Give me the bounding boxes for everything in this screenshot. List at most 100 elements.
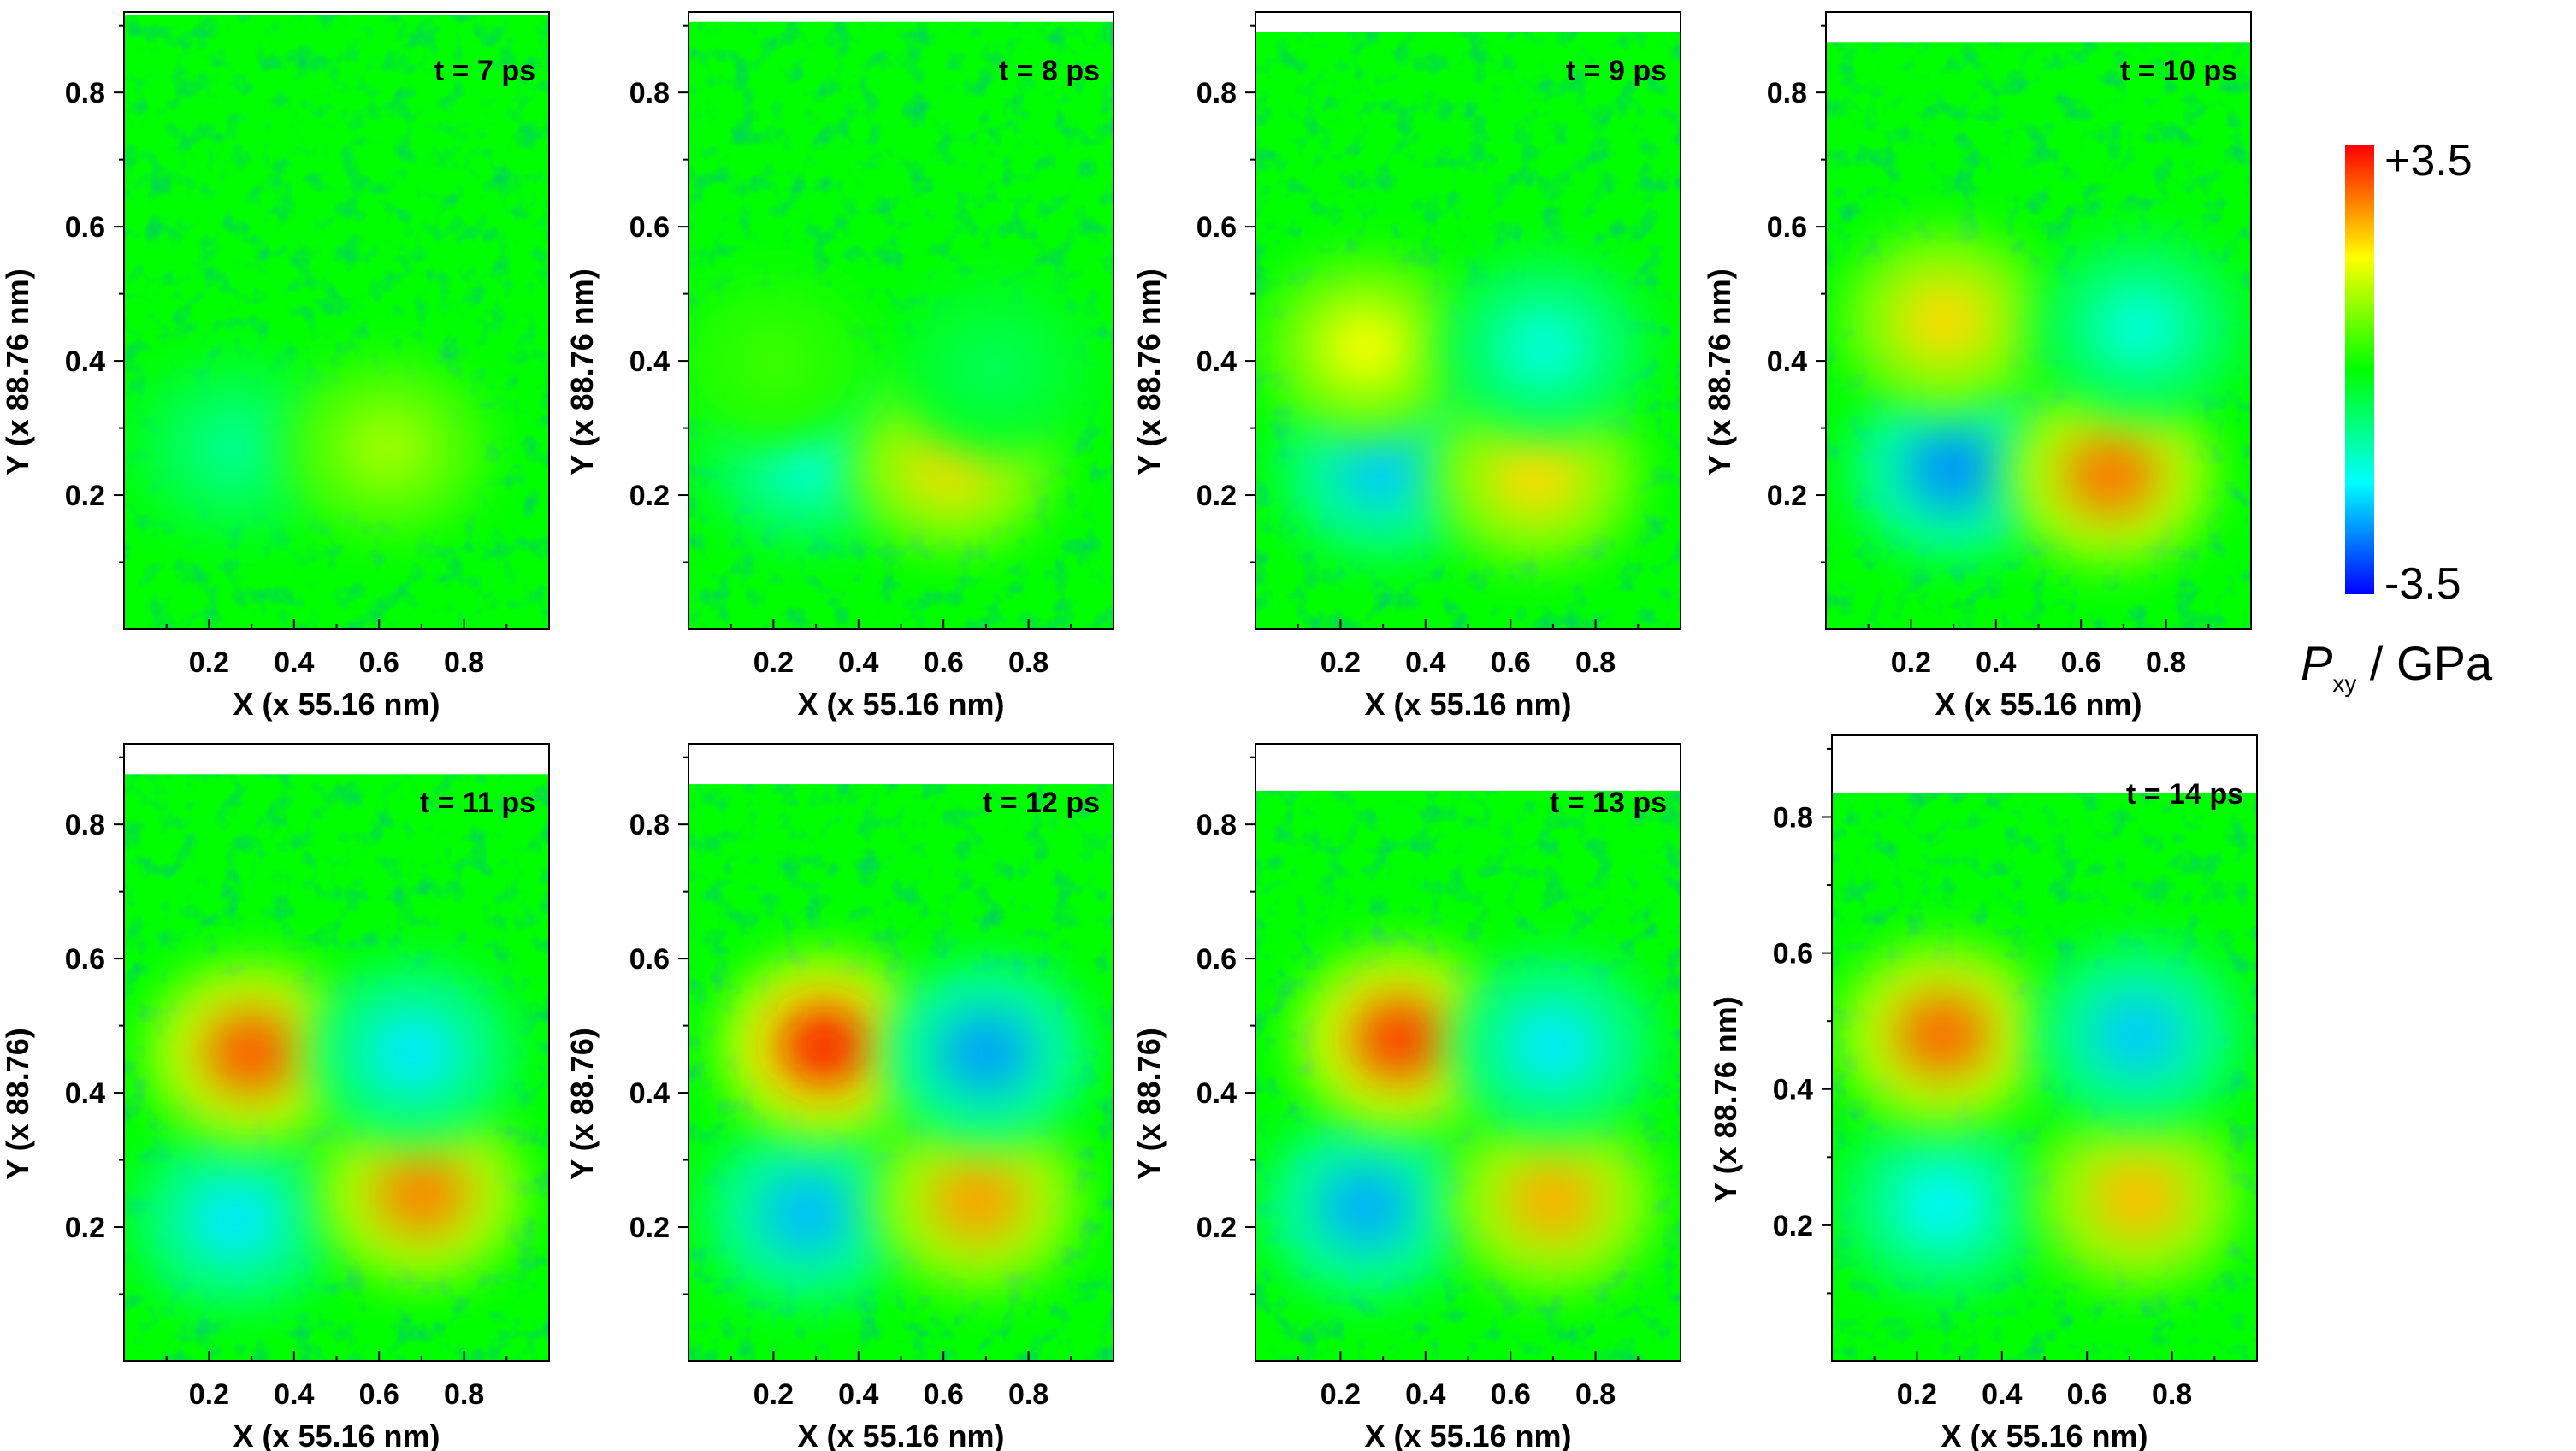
heatmap-blob-core bbox=[1336, 427, 1431, 510]
y-tick-label: 0.4 bbox=[629, 345, 670, 378]
y-tick-label: 0.8 bbox=[1767, 77, 1807, 109]
panel-4: t = 10 ps0.2 0.4 0.6 0.80.20.40.60.8X (x 55… bbox=[1702, 11, 2252, 722]
panel-time-label: t = 7 ps bbox=[434, 55, 535, 87]
x-axis-title: X (x 55.16 nm) bbox=[1941, 1419, 2148, 1451]
x-axis-title: X (x 55.16 nm) bbox=[1364, 1419, 1571, 1451]
x-tick-label: 0.2 bbox=[1897, 1378, 1937, 1411]
heatmap-blob-core bbox=[760, 1172, 855, 1255]
x-tick-label: 0.2 bbox=[1891, 646, 1931, 679]
heatmap-blob-core bbox=[938, 1012, 1033, 1094]
y-tick-label: 0.2 bbox=[1773, 1210, 1813, 1242]
panel-time-label: t = 11 ps bbox=[420, 787, 535, 819]
heatmap-blob-core bbox=[1319, 306, 1414, 389]
x-tick-label: 0.2 bbox=[189, 1378, 229, 1411]
heatmap-texture bbox=[124, 15, 549, 630]
heatmap-blob-core bbox=[1497, 306, 1592, 389]
colorbar-gradient bbox=[2345, 145, 2374, 594]
x-tick-label: 0.8 bbox=[1008, 1378, 1049, 1411]
x-tick-label: 0.4 bbox=[838, 1378, 878, 1411]
x-tick-label: 0.2 bbox=[753, 646, 794, 679]
x-tick-label: 0.6 bbox=[359, 646, 399, 679]
y-tick-label: 0.8 bbox=[65, 809, 105, 841]
x-tick-label: 0.6 bbox=[359, 1378, 399, 1411]
heatmap-blob-core bbox=[2063, 434, 2158, 516]
x-tick-label: 0.6 bbox=[2067, 1378, 2107, 1411]
colorbar-min-label: -3.5 bbox=[2384, 559, 2461, 609]
colorbar-label-p: P bbox=[2301, 636, 2332, 690]
y-tick-label: 0.4 bbox=[1196, 1077, 1237, 1110]
x-tick-label: 0.2 bbox=[189, 646, 229, 679]
y-tick-label: 0.6 bbox=[629, 943, 670, 976]
heatmap-blob-core bbox=[187, 407, 282, 490]
y-tick-label: 0.8 bbox=[629, 809, 670, 841]
heatmap-blob-core bbox=[374, 1152, 469, 1235]
heatmap-blob-core bbox=[777, 1005, 872, 1088]
y-tick-label: 0.4 bbox=[1767, 345, 1807, 378]
colorbar: +3.5 -3.5 Pxy / GPa bbox=[2301, 136, 2493, 697]
x-tick-label: 0.6 bbox=[924, 1378, 964, 1411]
y-tick-label: 0.6 bbox=[65, 943, 105, 976]
heatmap-blob-core bbox=[1489, 434, 1584, 516]
panel-2: t = 8 ps0.2 0.4 0.6 0.80.20.40.60.8X (x 55.… bbox=[564, 11, 1114, 722]
heatmap-blob-core bbox=[365, 1012, 460, 1094]
y-tick-label: 0.2 bbox=[629, 480, 670, 512]
panel-6: t = 12 ps0.2 0.4 0.6 0.80.20.40.60.8X (x 55… bbox=[564, 743, 1114, 1451]
y-axis-title: Y (x 88.76 nm) bbox=[1131, 268, 1167, 475]
y-tick-label: 0.2 bbox=[1196, 1212, 1237, 1244]
y-axis-title: Y (x 88.76) bbox=[0, 1028, 35, 1179]
heatmap-blob-core bbox=[1505, 1159, 1600, 1242]
colorbar-label: Pxy / GPa bbox=[2301, 636, 2493, 697]
x-tick-label: 0.4 bbox=[1982, 1378, 2022, 1411]
y-tick-label: 0.6 bbox=[1767, 211, 1807, 244]
x-tick-label: 0.4 bbox=[1405, 1378, 1445, 1411]
x-tick-label: 0.2 bbox=[1320, 646, 1361, 679]
y-axis-title: Y (x 88.76 nm) bbox=[1708, 996, 1743, 1202]
x-tick-label: 0.4 bbox=[274, 1378, 314, 1411]
y-tick-label: 0.6 bbox=[1773, 938, 1813, 970]
heatmap-blob-core bbox=[204, 1012, 299, 1094]
y-tick-label: 0.6 bbox=[65, 211, 105, 244]
y-tick-label: 0.4 bbox=[1773, 1074, 1813, 1106]
heatmap-blob-core bbox=[1895, 1164, 1990, 1246]
x-tick-label: 0.8 bbox=[1575, 646, 1616, 679]
y-tick-label: 0.2 bbox=[1767, 480, 1807, 512]
heatmap-blob-core bbox=[2093, 286, 2188, 369]
x-tick-label: 0.8 bbox=[444, 1378, 484, 1411]
panel-5: t = 11 ps0.2 0.4 0.6 0.80.20.40.60.8X (x 55… bbox=[0, 743, 550, 1451]
panel-time-label: t = 8 ps bbox=[999, 55, 1100, 87]
colorbar-label-unit: / GPa bbox=[2356, 636, 2493, 690]
y-tick-label: 0.2 bbox=[65, 1212, 105, 1244]
y-axis-title: Y (x 88.76 nm) bbox=[564, 268, 600, 475]
x-axis-title: X (x 55.16 nm) bbox=[1935, 687, 2142, 722]
panel-time-label: t = 10 ps bbox=[2120, 55, 2237, 87]
y-tick-label: 0.8 bbox=[1196, 809, 1237, 841]
y-tick-label: 0.8 bbox=[65, 77, 105, 109]
x-tick-label: 0.2 bbox=[753, 1378, 794, 1411]
x-tick-label: 0.8 bbox=[1575, 1378, 1616, 1411]
heatmap-blob-core bbox=[1505, 1005, 1600, 1088]
x-axis-title: X (x 55.16 nm) bbox=[797, 687, 1004, 722]
panels-layer: t = 7 ps0.2 0.4 0.6 0.80.20.40.60.8X (x 55.… bbox=[0, 11, 2258, 1451]
x-tick-label: 0.6 bbox=[1491, 646, 1531, 679]
y-tick-label: 0.4 bbox=[1196, 345, 1237, 378]
heatmap-blob-core bbox=[947, 326, 1042, 409]
heatmap-blob-core bbox=[1352, 998, 1447, 1081]
y-tick-label: 0.4 bbox=[629, 1077, 670, 1110]
y-tick-label: 0.8 bbox=[1773, 801, 1813, 834]
heatmap-blob-core bbox=[1319, 1165, 1414, 1248]
y-tick-label: 0.2 bbox=[629, 1212, 670, 1244]
x-tick-label: 0.2 bbox=[1320, 1378, 1361, 1411]
x-tick-label: 0.8 bbox=[2146, 646, 2186, 679]
y-tick-label: 0.4 bbox=[65, 345, 105, 378]
y-tick-label: 0.6 bbox=[1196, 211, 1237, 244]
panel-time-label: t = 14 ps bbox=[2126, 778, 2243, 811]
heatmap-blob-core bbox=[2090, 1157, 2185, 1240]
heatmap-blob-core bbox=[930, 1159, 1025, 1242]
x-tick-label: 0.6 bbox=[924, 646, 964, 679]
x-tick-label: 0.4 bbox=[1405, 646, 1445, 679]
x-tick-label: 0.6 bbox=[2061, 646, 2101, 679]
panel-8: t = 14 ps0.2 0.4 0.6 0.80.20.40.60.8X (x 55… bbox=[1708, 734, 2258, 1451]
panel-time-label: t = 12 ps bbox=[983, 787, 1100, 819]
x-tick-label: 0.8 bbox=[1008, 646, 1049, 679]
